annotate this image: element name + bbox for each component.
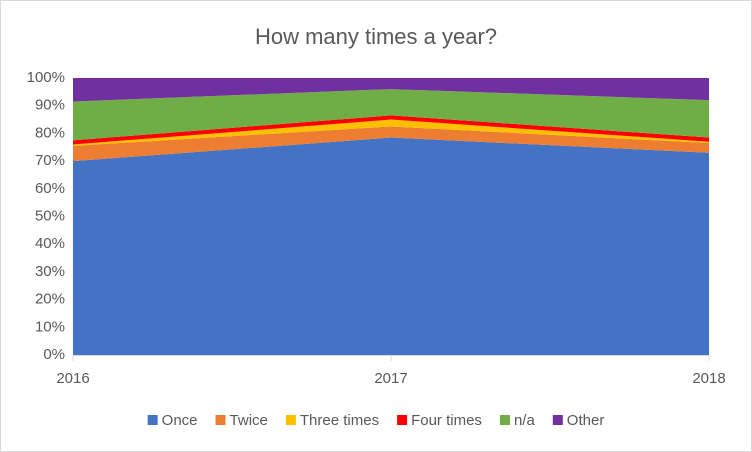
area [73,126,709,162]
legend-swatch [285,415,296,425]
x-tick-label: 2016 [56,370,89,387]
y-tick-label: 60% [35,180,65,197]
legend-label: Other [567,412,605,429]
legend-swatch [215,415,226,425]
legend-label: Three times [300,412,379,429]
area [73,137,709,355]
legend-swatch [552,415,563,425]
area [73,78,709,102]
legend-label: Twice [230,412,268,429]
y-tick-label: 0% [43,346,65,363]
legend-swatch [499,415,510,425]
y-tick-label: 90% [35,97,65,114]
y-tick-label: 100% [27,69,65,86]
y-tick-label: 10% [35,318,65,335]
area [73,89,709,141]
y-tick-label: 80% [35,124,65,141]
legend-label: Once [162,412,198,429]
y-tick-label: 70% [35,152,65,169]
x-tick-label: 2017 [374,370,407,387]
y-tick-label: 20% [35,291,65,308]
chart-title: How many times a year? [255,24,497,49]
y-tick-label: 50% [35,207,65,224]
area [73,115,709,145]
legend-swatch [397,415,408,425]
y-tick-label: 40% [35,235,65,252]
x-tick-label: 2018 [692,370,725,387]
legend-swatch [147,415,158,425]
legend-label: Four times [411,412,482,429]
area [73,119,709,146]
legend-label: n/a [514,412,536,429]
y-tick-label: 30% [35,263,65,280]
